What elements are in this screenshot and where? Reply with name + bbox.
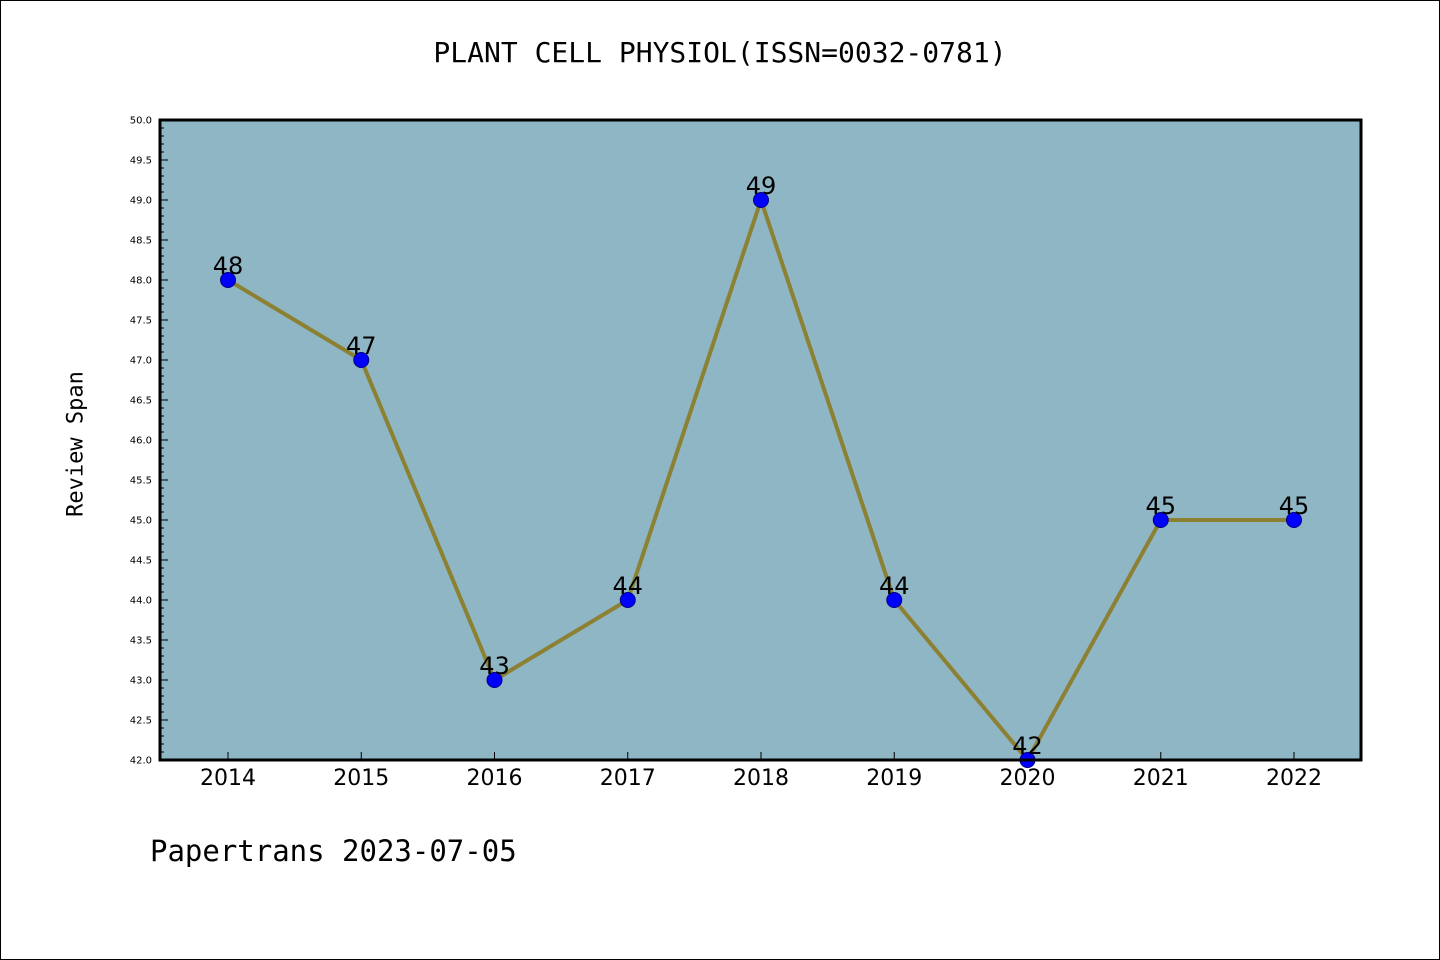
y-tick-label: 42.5 bbox=[130, 716, 152, 727]
data-point bbox=[619, 592, 636, 608]
data-labels: 48 47 43 44 49 44 42 45 45 bbox=[213, 172, 1310, 760]
chart-title: PLANT CELL PHYSIOL(ISSN=0032-0781) bbox=[433, 36, 1007, 69]
data-label: 45 bbox=[1279, 492, 1310, 520]
y-tick-label: 44.0 bbox=[130, 596, 152, 607]
y-tick-label: 50.0 bbox=[130, 116, 152, 127]
data-label: 45 bbox=[1145, 492, 1176, 520]
data-label: 44 bbox=[879, 572, 910, 600]
data-point bbox=[1152, 512, 1169, 528]
plot-border bbox=[158, 118, 1363, 762]
x-tick-label: 2018 bbox=[733, 766, 789, 791]
data-point bbox=[886, 592, 903, 608]
x-axis: 2014 2015 2016 2017 2018 2019 2020 2021 2022 bbox=[200, 752, 1322, 791]
data-label: 43 bbox=[479, 652, 510, 680]
y-tick-label: 49.5 bbox=[130, 156, 152, 167]
x-tick-label: 2017 bbox=[600, 766, 656, 791]
series-layer bbox=[220, 192, 1302, 768]
y-axis: 42.0 42.5 43.0 43.5 44.0 44.5 45.0 45.5 46.0 46.5… bbox=[130, 116, 168, 767]
y-tick-label: 46.0 bbox=[130, 436, 152, 447]
y-tick-label: 48.0 bbox=[130, 276, 152, 287]
footer-watermark: Papertrans 2023-07-05 bbox=[150, 834, 517, 868]
y-tick-label: 44.5 bbox=[130, 556, 152, 567]
data-point bbox=[220, 272, 236, 288]
x-tick-label: 2015 bbox=[333, 766, 389, 791]
x-tick-label: 2021 bbox=[1133, 766, 1189, 791]
y-tick-label: 43.0 bbox=[130, 676, 152, 687]
y-tick-label: 46.5 bbox=[130, 396, 152, 407]
y-tick-label: 45.0 bbox=[130, 516, 152, 527]
x-tick-label: 2016 bbox=[467, 766, 523, 791]
x-tick-label: 2019 bbox=[866, 766, 922, 791]
x-tick-label: 2020 bbox=[1000, 766, 1056, 791]
y-tick-label: 47.0 bbox=[130, 356, 152, 367]
data-label: 44 bbox=[612, 572, 643, 600]
x-tick-label: 2014 bbox=[200, 766, 256, 791]
data-point bbox=[353, 352, 370, 368]
y-tick-label: 48.5 bbox=[130, 236, 152, 247]
y-tick-label: 45.5 bbox=[130, 476, 152, 487]
data-label: 47 bbox=[346, 332, 377, 360]
y-tick-label: 49.0 bbox=[130, 196, 152, 207]
data-point bbox=[486, 672, 503, 688]
data-point bbox=[1286, 512, 1302, 528]
y-tick-label: 47.5 bbox=[130, 316, 152, 327]
data-label: 42 bbox=[1012, 732, 1043, 760]
data-point bbox=[753, 192, 769, 208]
plot-area bbox=[160, 120, 1361, 760]
y-tick-label: 42.0 bbox=[130, 756, 152, 767]
data-label: 49 bbox=[746, 172, 777, 200]
x-tick-label: 2022 bbox=[1266, 766, 1322, 791]
y-tick-label: 43.5 bbox=[130, 636, 152, 647]
data-label: 48 bbox=[213, 252, 244, 280]
